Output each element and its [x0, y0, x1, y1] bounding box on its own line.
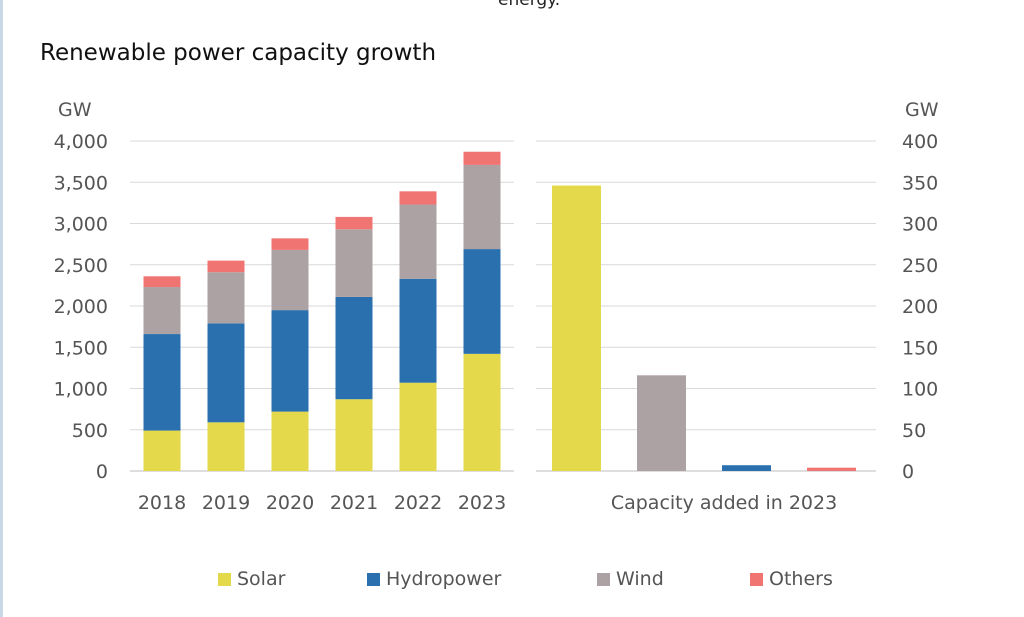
bar-wind-2020	[271, 249, 309, 311]
left-y-tick-label: 0	[96, 461, 108, 483]
left-y-tick-label: 1,000	[54, 379, 108, 401]
right-y-tick-label: 350	[902, 172, 938, 194]
x-tick-label-2019: 2019	[202, 492, 250, 514]
bar-others-2021	[335, 216, 373, 230]
left-y-tick-label: 3,500	[54, 172, 108, 194]
right-y-tick-label: 0	[902, 461, 914, 483]
x-tick-label-2021: 2021	[330, 492, 378, 514]
bar-solar-2023	[463, 353, 501, 471]
right-y-tick-label: 250	[902, 255, 938, 277]
x-tick-label-2022: 2022	[394, 492, 442, 514]
legend-item-others: Others	[750, 568, 833, 590]
left-y-tick-label: 1,500	[54, 337, 108, 359]
right-y-tick-label: 200	[902, 296, 938, 318]
right-y-axis-unit: GW	[905, 99, 939, 121]
chart-title: Renewable power capacity growth	[40, 40, 437, 66]
left-y-axis-unit: GW	[58, 99, 92, 121]
bar-wind-2019	[207, 272, 245, 324]
right-y-tick-label: 300	[902, 214, 938, 236]
bar-others-2018	[143, 276, 181, 288]
x-tick-label-2023: 2023	[458, 492, 506, 514]
legend-label-others: Others	[769, 568, 833, 590]
right-x-axis-label: Capacity added in 2023	[611, 492, 837, 514]
legend-label-wind: Wind	[616, 568, 664, 590]
left-y-tick-label: 2,000	[54, 296, 108, 318]
bar-solar-2018	[143, 430, 181, 471]
bar-hydropower-2019	[207, 323, 245, 423]
bar-hydropower-2021	[335, 296, 373, 400]
right-y-tick-label: 100	[902, 379, 938, 401]
bar-hydropower-2020	[271, 310, 309, 412]
bar-wind-2021	[335, 229, 373, 297]
legend-item-hydropower: Hydropower	[367, 568, 501, 590]
right-y-tick-label: 150	[902, 337, 938, 359]
legend-swatch-solar	[218, 572, 231, 586]
bar-solar-2022	[399, 382, 437, 471]
legend-item-solar: Solar	[218, 568, 285, 590]
bar-solar-2021	[335, 399, 373, 471]
bar-others-2023	[463, 151, 501, 165]
x-tick-label-2018: 2018	[138, 492, 186, 514]
bar-hydropower-2023	[463, 249, 501, 354]
bar-hydropower-2022	[399, 278, 437, 383]
legend-swatch-others	[750, 572, 763, 586]
added-2023-bar-others	[807, 467, 856, 471]
legend-label-hydropower: Hydropower	[386, 568, 502, 590]
chart-legend: Solar Hydropower Wind Others	[0, 568, 1024, 598]
bar-others-2022	[399, 191, 437, 205]
added-2023-bar-wind	[637, 375, 686, 471]
right-y-tick-label: 50	[902, 420, 926, 442]
page-edge-rule	[0, 0, 3, 617]
bar-wind-2018	[143, 287, 181, 335]
bar-wind-2022	[399, 204, 437, 279]
bar-solar-2019	[207, 422, 245, 471]
legend-item-wind: Wind	[597, 568, 664, 590]
left-y-tick-label: 4,000	[54, 131, 108, 153]
added-2023-bar-hydropower	[722, 465, 771, 471]
bar-hydropower-2018	[143, 334, 181, 431]
cropped-caption-text: energy.	[498, 0, 561, 10]
bar-others-2019	[207, 260, 245, 273]
bar-wind-2023	[463, 164, 501, 250]
left-y-tick-label: 500	[72, 420, 108, 442]
bar-others-2020	[271, 238, 309, 250]
x-tick-label-2020: 2020	[266, 492, 314, 514]
added-2023-bar-solar	[552, 185, 601, 472]
legend-swatch-hydropower	[367, 572, 380, 586]
right-y-tick-label: 400	[902, 131, 938, 153]
left-y-tick-label: 2,500	[54, 255, 108, 277]
bar-solar-2020	[271, 411, 309, 471]
legend-swatch-wind	[597, 572, 610, 586]
left-y-tick-label: 3,000	[54, 214, 108, 236]
legend-label-solar: Solar	[237, 568, 286, 590]
